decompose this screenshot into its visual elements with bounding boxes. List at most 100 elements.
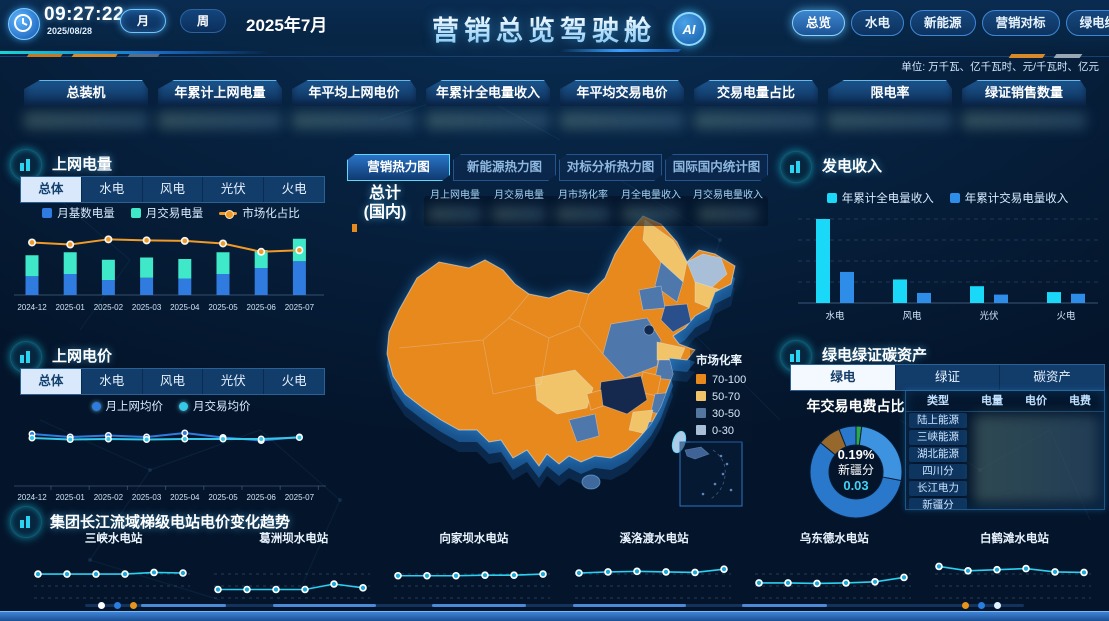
svg-text:2025-02: 2025-02 (94, 493, 124, 502)
map-province-borders (398, 293, 604, 395)
tab-energy-wind[interactable]: 风电 (143, 177, 204, 202)
map-total-label: 总计 (国内) (363, 185, 407, 222)
nav-item-new-energy[interactable]: 新能源 (910, 10, 976, 36)
page-title: 营销总览驾驶舱 (432, 9, 656, 48)
revenue-legend: 年累计全电量收入 年累计交易电量收入 (790, 190, 1105, 206)
table-row[interactable]: 新疆分 (906, 497, 1104, 509)
map-total-tick (352, 224, 357, 232)
nav-item-hydro[interactable]: 水电 (851, 10, 905, 36)
nav-item-green-cert-carbon[interactable]: 绿电绿证碳资 (1065, 10, 1109, 36)
carousel-dot-6[interactable] (994, 602, 1001, 609)
kpi-trade-energy-ratio[interactable]: 交易电量占比 (694, 80, 818, 106)
kpi-total-capacity[interactable]: 总装机 (24, 80, 148, 106)
tab-price-hydro[interactable]: 水电 (82, 369, 143, 394)
grid-energy-chart: 2024-12 2025-01 2025-02 2025-03 2025-04 2025-… (14, 235, 324, 312)
svg-text:水电: 水电 (825, 310, 845, 322)
tab-price-wind[interactable]: 风电 (143, 369, 204, 394)
period-week-button[interactable]: 周 (180, 9, 227, 33)
map-legend-title: 市场化率 (696, 355, 742, 367)
svg-text:2025-05: 2025-05 (208, 493, 238, 502)
header: 09:27:22 2025/08/28 月 周 2025年7月 营销总览驾驶舱 … (0, 0, 1109, 58)
svg-text:2025-04: 2025-04 (170, 303, 200, 312)
map-tab-marketing-heatmap[interactable]: 营销热力图 (347, 154, 450, 181)
tab-energy-solar[interactable]: 光伏 (203, 177, 265, 202)
kpi-green-cert-sales[interactable]: 绿证销售数量 (962, 80, 1086, 106)
map-legend-item: 70-100 (696, 372, 746, 389)
carousel-dot-4[interactable] (962, 602, 969, 609)
map-tab-newenergy-heatmap[interactable]: 新能源热力图 (453, 154, 556, 181)
map-tabs: 营销热力图 新能源热力图 对标分析热力图 国际国内统计图 (347, 154, 768, 181)
svg-text:2025-04: 2025-04 (170, 493, 200, 502)
tab-price-solar[interactable]: 光伏 (203, 369, 265, 394)
kpi-curtailment-rate[interactable]: 限电率 (828, 80, 952, 106)
clock-date: 2025/08/28 (47, 26, 93, 36)
ai-badge[interactable]: AI (672, 12, 706, 46)
carousel-dot-5[interactable] (978, 602, 985, 609)
green-table[interactable]: 类型 电量 电价 电费 陆上能源 三峡能源 湖北能源 四川分 长江电力 新疆分 (905, 390, 1105, 510)
kpi-ytd-total-revenue[interactable]: 年累计全电量收入 (426, 80, 550, 106)
svg-text:2025-03: 2025-03 (132, 493, 162, 502)
map-stats-backdrop (424, 196, 768, 226)
tab-price-total[interactable]: 总体 (21, 369, 82, 394)
table-row[interactable]: 湖北能源 (906, 446, 1104, 463)
grid-price-chart: 2024-12 2025-01 2025-02 2025-03 2025-04 2025-… (14, 429, 326, 502)
bottom-scrollbar[interactable] (85, 604, 1024, 607)
tab-price-thermal[interactable]: 火电 (281, 374, 307, 388)
grid-energy-legend: 月基数电量 月交易电量 市场化占比 (8, 205, 334, 221)
revenue-chart: 水电 风电 光伏 火电 (798, 218, 1098, 322)
kpi-ytd-grid-energy[interactable]: 年累计上网电量 (158, 80, 282, 106)
nav-item-overview[interactable]: 总览 (792, 10, 846, 36)
trend-panel-title: 集团长江流域梯级电站电价变化趋势 (50, 514, 291, 531)
table-row[interactable]: 陆上能源 (906, 412, 1104, 429)
china-map-canvas[interactable] (343, 198, 771, 510)
tab-energy-total[interactable]: 总体 (21, 177, 82, 202)
svg-text:2025-06: 2025-06 (247, 493, 277, 502)
donut-title: 年交易电费占比 (806, 398, 905, 414)
revenue-panel-icon (780, 151, 812, 183)
svg-text:2025-02: 2025-02 (94, 303, 124, 312)
tab-green-power[interactable]: 绿电 (791, 365, 896, 390)
donut-center-label: 0.19% 新疆分 0.03 (837, 447, 875, 494)
green-tabs: 绿电 绿证 碳资产 (790, 364, 1105, 391)
table-values-blurred (974, 415, 1099, 503)
table-row[interactable]: 三峡能源 (906, 429, 1104, 446)
grid-price-legend: 月上网均价 月交易均价 (8, 398, 334, 414)
svg-text:火电: 火电 (1056, 310, 1076, 322)
nav-item-marketing-benchmark[interactable]: 营销对标 (981, 10, 1060, 36)
table-row[interactable]: 长江电力 (906, 480, 1104, 497)
grid-energy-panel-title: 上网电量 (52, 156, 113, 173)
table-row[interactable]: 四川分 (906, 463, 1104, 480)
tab-carbon-asset[interactable]: 碳资产 (1033, 370, 1071, 384)
carousel-dot-2[interactable] (114, 602, 121, 609)
map-tab-benchmark-heatmap[interactable]: 对标分析热力图 (559, 154, 662, 181)
tab-energy-hydro[interactable]: 水电 (82, 177, 143, 202)
svg-text:2024-12: 2024-12 (17, 493, 47, 502)
svg-text:2024-12: 2024-12 (17, 303, 47, 312)
tab-green-cert[interactable]: 绿证 (896, 365, 1001, 390)
map-province-patches (534, 219, 728, 445)
carousel-dot-3[interactable] (130, 602, 137, 609)
grid-price-panel-icon (10, 341, 42, 373)
svg-text:2025-01: 2025-01 (56, 303, 86, 312)
map-legend-item: 0-30 (696, 423, 746, 440)
green-panel-icon (780, 340, 812, 372)
trend-panel-icon (10, 506, 42, 538)
svg-text:光伏: 光伏 (979, 310, 999, 322)
kpi-avg-trade-price[interactable]: 年平均交易电价 (560, 80, 684, 106)
map-inset-south-china-sea (679, 441, 743, 507)
period-month-button[interactable]: 月 (120, 9, 167, 33)
revenue-panel-title: 发电收入 (822, 158, 883, 175)
map-tab-intl-stats[interactable]: 国际国内统计图 (665, 154, 768, 181)
carousel-dot-1[interactable] (98, 602, 105, 609)
kpi-row: 总装机 年累计上网电量 年平均上网电价 年累计全电量收入 年平均交易电价 交易电… (24, 80, 1086, 106)
kpi-avg-grid-price[interactable]: 年平均上网电价 (292, 80, 416, 106)
map-hainan (581, 474, 601, 490)
tab-energy-thermal[interactable]: 火电 (281, 182, 307, 196)
header-decor-line (0, 51, 270, 54)
grid-price-tabs: 总体 水电 风电 光伏 火电 (20, 368, 325, 395)
